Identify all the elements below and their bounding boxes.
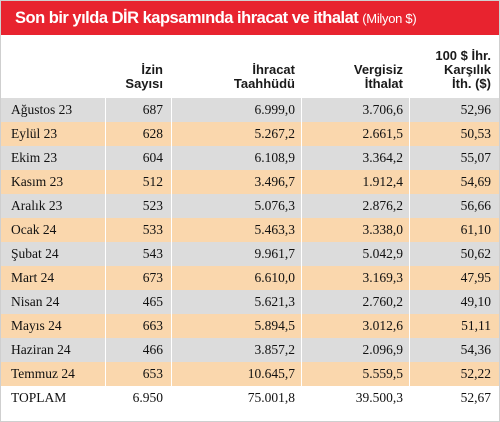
table-row: Ocak 24 533 5.463,3 3.338,0 61,10: [1, 218, 499, 242]
row-value: 50,62: [460, 246, 491, 261]
table-row: Aralık 23 523 5.076,3 2.876,2 56,66: [1, 194, 499, 218]
row-label: Temmuz 24: [11, 366, 75, 381]
row-value: 2.661,5: [362, 126, 404, 141]
column-divider: [171, 39, 172, 421]
header-ihracat-taahhudu: İhracat Taahhüdü: [233, 62, 295, 91]
row-label: Haziran 24: [11, 342, 71, 357]
table-row: Şubat 24 543 9.961,7 5.042,9 50,62: [1, 242, 499, 266]
row-value: 512: [142, 174, 163, 189]
row-value: 465: [142, 294, 163, 309]
row-value: 687: [142, 102, 163, 117]
row-value: 5.894,5: [254, 318, 296, 333]
table-total-row: TOPLAM 6.950 75.001,8 39.500,3 52,67: [1, 386, 499, 410]
row-label: Aralık 23: [11, 198, 63, 213]
row-value: 628: [142, 126, 163, 141]
table-title-bar: Son bir yılda DİR kapsamında ihracat ve …: [1, 1, 499, 35]
table-row: Eylül 23 628 5.267,2 2.661,5 50,53: [1, 122, 499, 146]
row-value: 653: [142, 366, 163, 381]
row-value: 54,69: [460, 174, 491, 189]
column-divider: [409, 39, 410, 421]
row-value: 533: [142, 222, 163, 237]
row-value: 61,10: [460, 222, 491, 237]
row-value: 3.706,6: [362, 102, 404, 117]
row-value: 54,36: [460, 342, 491, 357]
row-value: 39.500,3: [355, 390, 403, 405]
row-label: Mart 24: [11, 270, 55, 285]
row-value: 673: [142, 270, 163, 285]
row-label: Eylül 23: [11, 126, 58, 141]
row-value: 47,95: [460, 270, 491, 285]
row-value: 1.912,4: [362, 174, 404, 189]
row-value: 3.857,2: [254, 342, 296, 357]
header-izin-sayisi: İzin Sayısı: [125, 62, 163, 91]
row-value: 3.364,2: [362, 150, 404, 165]
header-vergisiz-ithalat: Vergisiz İthalat: [353, 62, 403, 91]
row-value: 75.001,8: [247, 390, 295, 405]
table-row: Mayıs 24 663 5.894,5 3.012,6 51,11: [1, 314, 499, 338]
column-divider: [105, 39, 106, 421]
column-divider: [301, 39, 302, 421]
row-value: 2.876,2: [362, 198, 404, 213]
row-label: Nisan 24: [11, 294, 60, 309]
row-value: 51,11: [461, 318, 491, 333]
row-label: Mayıs 24: [11, 318, 62, 333]
row-value: 466: [142, 342, 163, 357]
row-value: 6.610,0: [254, 270, 296, 285]
table-unit: (Milyon $): [362, 10, 417, 26]
table-row: Mart 24 673 6.610,0 3.169,3 47,95: [1, 266, 499, 290]
row-value: 52,22: [460, 366, 491, 381]
row-label: Kasım 23: [11, 174, 64, 189]
row-label: Ocak 24: [11, 222, 57, 237]
row-value: 5.076,3: [254, 198, 296, 213]
row-value: 5.621,3: [254, 294, 296, 309]
row-value: 5.267,2: [254, 126, 296, 141]
table-row: Haziran 24 466 3.857,2 2.096,9 54,36: [1, 338, 499, 362]
row-value: 2.760,2: [362, 294, 404, 309]
row-value: 55,07: [460, 150, 491, 165]
row-value: 9.961,7: [254, 246, 296, 261]
row-value: 3.496,7: [254, 174, 296, 189]
row-value: 52,67: [460, 390, 491, 405]
row-value: 5.559,5: [362, 366, 404, 381]
row-value: 56,66: [460, 198, 491, 213]
table-row: Kasım 23 512 3.496,7 1.912,4 54,69: [1, 170, 499, 194]
row-label: Şubat 24: [11, 246, 59, 261]
row-label: Ağustos 23: [11, 102, 73, 117]
row-value: 49,10: [460, 294, 491, 309]
table-row: Ekim 23 604 6.108,9 3.364,2 55,07: [1, 146, 499, 170]
row-value: 543: [142, 246, 163, 261]
row-value: 6.950: [132, 390, 163, 405]
row-value: 10.645,7: [247, 366, 295, 381]
row-value: 2.096,9: [362, 342, 404, 357]
row-value: 6.108,9: [254, 150, 296, 165]
row-label: Ekim 23: [11, 150, 58, 165]
table-header: İzin Sayısı İhracat Taahhüdü Vergisiz İt…: [1, 39, 499, 97]
table-row: Temmuz 24 653 10.645,7 5.559,5 52,22: [1, 362, 499, 386]
row-value: 52,96: [460, 102, 491, 117]
row-value: 523: [142, 198, 163, 213]
row-value: 5.463,3: [254, 222, 296, 237]
row-value: 604: [142, 150, 163, 165]
row-label: TOPLAM: [11, 390, 67, 405]
table-row: Nisan 24 465 5.621,3 2.760,2 49,10: [1, 290, 499, 314]
row-value: 50,53: [460, 126, 491, 141]
header-karsilik-ithalat: 100 $ İhr. Karşılık İth. ($): [435, 48, 491, 91]
row-value: 3.012,6: [362, 318, 404, 333]
row-value: 3.169,3: [362, 270, 404, 285]
row-value: 3.338,0: [362, 222, 404, 237]
row-value: 663: [142, 318, 163, 333]
row-value: 5.042,9: [362, 246, 404, 261]
table-row: Ağustos 23 687 6.999,0 3.706,6 52,96: [1, 98, 499, 122]
row-value: 6.999,0: [254, 102, 296, 117]
table-title: Son bir yılda DİR kapsamında ihracat ve …: [15, 8, 359, 27]
